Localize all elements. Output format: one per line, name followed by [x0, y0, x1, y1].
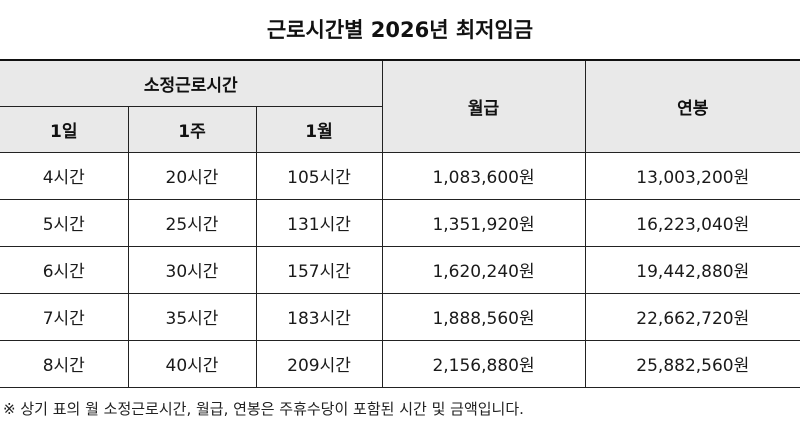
cell-month: 131시간 [255, 198, 383, 247]
cell-week: 40시간 [127, 339, 257, 388]
table-row: 5시간 25시간 131시간 1,351,920원 16,223,040원 [0, 198, 800, 247]
header-week: 1주 [127, 105, 257, 153]
table-row: 4시간 20시간 105시간 1,083,600원 13,003,200원 [0, 151, 800, 200]
cell-month: 157시간 [255, 245, 383, 294]
header-prescribed-hours: 소정근로시간 [0, 59, 383, 107]
header-annual-pay: 연봉 [584, 59, 800, 153]
cell-month: 105시간 [255, 151, 383, 200]
cell-week: 35시간 [127, 292, 257, 341]
footnote: ※ 상기 표의 월 소정근로시간, 월급, 연봉은 주휴수당이 포함된 시간 및… [3, 400, 524, 418]
header-monthly-pay: 월급 [381, 59, 586, 153]
table-row: 7시간 35시간 183시간 1,888,560원 22,662,720원 [0, 292, 800, 341]
page-title: 근로시간별 2026년 최저임금 [266, 18, 534, 42]
cell-month: 209시간 [255, 339, 383, 388]
cell-day: 7시간 [0, 292, 129, 341]
cell-day: 4시간 [0, 151, 129, 200]
cell-annual-pay: 16,223,040원 [584, 198, 800, 247]
table-row: 6시간 30시간 157시간 1,620,240원 19,442,880원 [0, 245, 800, 294]
cell-day: 8시간 [0, 339, 129, 388]
cell-day: 6시간 [0, 245, 129, 294]
cell-annual-pay: 13,003,200원 [584, 151, 800, 200]
cell-monthly-pay: 1,351,920원 [381, 198, 586, 247]
cell-week: 30시간 [127, 245, 257, 294]
header-month: 1월 [255, 105, 383, 153]
cell-annual-pay: 19,442,880원 [584, 245, 800, 294]
cell-month: 183시간 [255, 292, 383, 341]
cell-monthly-pay: 1,620,240원 [381, 245, 586, 294]
cell-annual-pay: 25,882,560원 [584, 339, 800, 388]
cell-annual-pay: 22,662,720원 [584, 292, 800, 341]
minimum-wage-table: 소정근로시간 월급 연봉 1일 1주 1월 4시간 20시간 105시간 1,0… [0, 59, 800, 388]
cell-week: 20시간 [127, 151, 257, 200]
cell-monthly-pay: 2,156,880원 [381, 339, 586, 388]
cell-monthly-pay: 1,888,560원 [381, 292, 586, 341]
header-day: 1일 [0, 105, 129, 153]
cell-monthly-pay: 1,083,600원 [381, 151, 586, 200]
cell-week: 25시간 [127, 198, 257, 247]
table-row: 8시간 40시간 209시간 2,156,880원 25,882,560원 [0, 339, 800, 388]
cell-day: 5시간 [0, 198, 129, 247]
header-row-group: 소정근로시간 월급 연봉 [0, 59, 800, 153]
